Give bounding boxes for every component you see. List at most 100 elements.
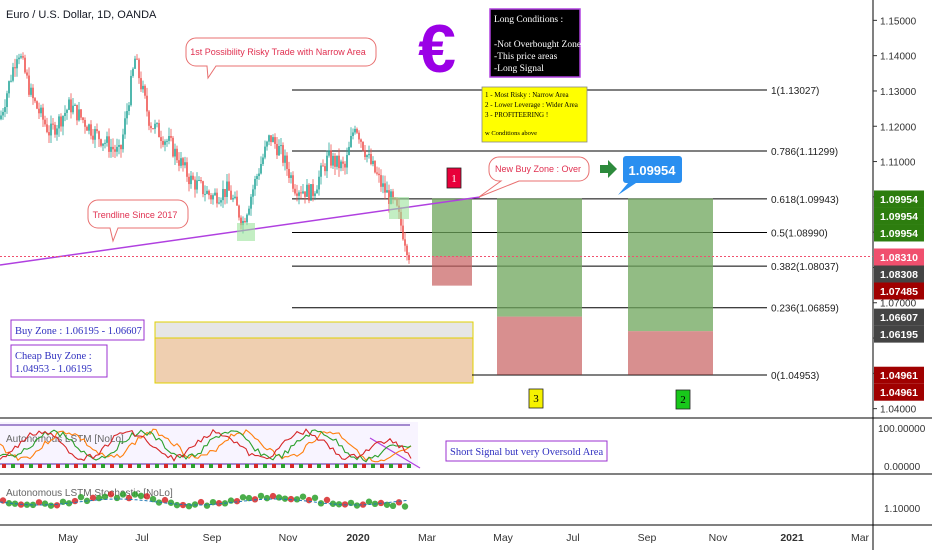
candle-body (34, 98, 36, 102)
candle-body (382, 183, 384, 187)
candle-body (22, 56, 24, 58)
indicator-1-marker (389, 464, 393, 468)
candle-body (58, 116, 60, 129)
indicator-2-dot (161, 496, 169, 504)
indicator-2-line (0, 498, 409, 506)
indicator-2-dot (191, 501, 199, 508)
candle-body (66, 109, 68, 113)
candle-body (56, 128, 58, 135)
price-tick-label: 1.04000 (880, 405, 917, 416)
candle-body (106, 136, 108, 143)
price-badge-text: 1.06195 (880, 329, 918, 341)
svg-text:-Long Signal: -Long Signal (494, 64, 544, 74)
indicator-2-name: Autonomous LSTM Stochastic [NoLo] (6, 488, 173, 499)
candle-body (170, 136, 172, 138)
candle-body (164, 141, 166, 145)
candle-body (224, 188, 226, 197)
indicator-2-dot (233, 497, 241, 505)
candle-body (74, 104, 76, 106)
svg-text:Cheap Buy Zone :: Cheap Buy Zone : (15, 351, 92, 362)
indicator-2-dot (245, 494, 253, 502)
indicator-2-pane: Autonomous LSTM Stochastic [NoLo] 1.1000… (0, 488, 921, 515)
candle-body (206, 190, 208, 194)
price-badge (874, 265, 924, 283)
candle-body (362, 141, 364, 151)
indicator-2-dot (281, 495, 289, 502)
indicator-2-dot (239, 494, 247, 501)
candle-body (168, 136, 170, 141)
candle-body (162, 140, 164, 145)
time-axis-label: 2020 (346, 532, 370, 544)
indicator-1-marker (227, 464, 231, 468)
fib-label: 0(1.04953) (771, 371, 819, 382)
candle-body (18, 57, 20, 60)
target-price-label[interactable]: 1.09954 (618, 156, 682, 195)
candle-body (312, 184, 314, 196)
candle-body (336, 155, 338, 167)
candle-body (240, 217, 242, 226)
indicator-2-dot (251, 496, 259, 503)
positions (432, 198, 713, 375)
price-tick-label: 1.13000 (880, 87, 917, 98)
candle-body (204, 193, 206, 195)
candle-body (342, 161, 344, 164)
candle-body (272, 137, 274, 143)
candle-body (64, 112, 66, 116)
indicator-2-dot (305, 496, 313, 504)
risky-trade-callout[interactable]: 1st Possibility Risky Trade with Narrow … (185, 37, 377, 80)
candle-body (182, 158, 184, 166)
indicator-2-dot (137, 492, 145, 500)
candle-body (308, 184, 310, 201)
candle-body (310, 184, 312, 201)
candle-body (172, 137, 174, 157)
candle-body (288, 168, 290, 178)
candle-body (6, 93, 8, 108)
candle-body (86, 126, 88, 131)
price-tick-label: 1.15000 (880, 16, 917, 27)
trendline-callout[interactable]: Trendline Since 2017 (87, 199, 189, 243)
candle-body (52, 123, 54, 125)
candle-body (252, 189, 254, 197)
position-profit-area (497, 198, 582, 317)
indicator-2-dot (389, 502, 397, 510)
candle-body (90, 124, 92, 136)
candle-body (330, 150, 332, 166)
highlight-box (237, 223, 255, 241)
candle-body (200, 179, 202, 182)
candle-body (154, 123, 156, 129)
price-tick-label: 1.12000 (880, 122, 917, 133)
candle-body (12, 67, 14, 81)
candle-body (124, 118, 126, 135)
candle-body (392, 191, 394, 198)
indicator-2-dot (5, 500, 13, 507)
indicator-1-marker (155, 464, 159, 468)
position-label-2: 2 (675, 389, 691, 410)
candle-body (84, 119, 86, 127)
new-buy-zone-callout[interactable]: New Buy Zone : Over (478, 156, 590, 198)
candle-body (94, 129, 96, 140)
indicator-1-marker (326, 464, 330, 468)
candle-body (222, 188, 224, 201)
candle-body (286, 155, 288, 169)
candle-body (262, 157, 264, 165)
candle-body (178, 160, 180, 166)
indicator-1-marker (218, 464, 222, 468)
candle-body (274, 137, 276, 144)
indicator-2-dot (89, 494, 97, 502)
candle-body (298, 192, 300, 196)
price-tick-label: 1.07000 (880, 299, 917, 310)
indicator-2-dot (65, 500, 73, 507)
candle-body (120, 144, 122, 150)
indicator-2-dot (275, 494, 283, 501)
indicator-1-marker (353, 464, 357, 468)
candle-body (238, 205, 240, 218)
candle-body (112, 146, 114, 150)
candle-body (198, 179, 200, 181)
candle-body (304, 191, 306, 197)
indicator-1-tick-top: 100.00000 (878, 424, 926, 435)
indicator-1-marker (65, 464, 69, 468)
candle-body (360, 139, 362, 142)
time-axis-label: Jul (135, 532, 148, 544)
candle-body (248, 208, 250, 215)
price-badge-text: 1.07485 (880, 286, 918, 298)
